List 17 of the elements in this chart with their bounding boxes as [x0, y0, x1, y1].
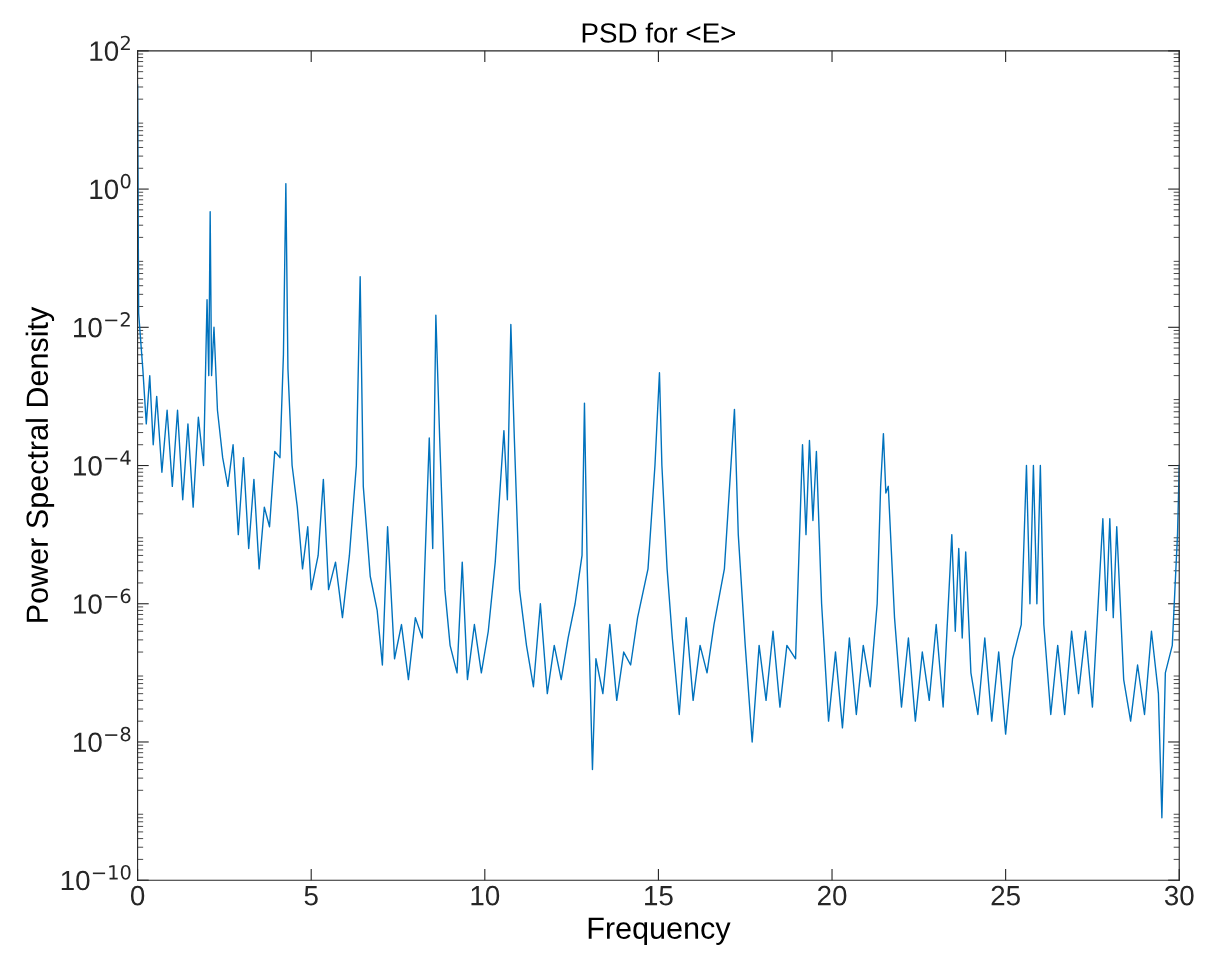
- x-tick-label: 5: [304, 886, 318, 906]
- y-axis-title: Power Spectral Density: [25, 306, 55, 622]
- y-tick-label: 10$^{−4}$: [74, 450, 131, 476]
- y-tick-label: 10$^{−6}$: [74, 588, 131, 614]
- x-tick-label: 30: [1164, 885, 1194, 906]
- x-tick-label: 0: [130, 885, 145, 906]
- y-tick-label: 10$^{−8}$: [74, 726, 131, 753]
- x-tick-label: 20: [817, 885, 847, 906]
- x-tick-label: 10: [471, 885, 500, 906]
- y-tick-label: 10$^{0}$: [90, 173, 131, 200]
- x-tick-label: 15: [645, 886, 673, 906]
- y-tick-label: 10$^{2}$: [90, 35, 130, 61]
- y-tick-label: 10$^{−2}$: [74, 312, 130, 338]
- chart-title: PSD for <E>: [582, 22, 736, 43]
- y-tick-label: 10$^{−10}$: [61, 864, 131, 891]
- x-tick-label: 25: [991, 885, 1020, 906]
- x-axis-title: Frequency: [588, 917, 731, 945]
